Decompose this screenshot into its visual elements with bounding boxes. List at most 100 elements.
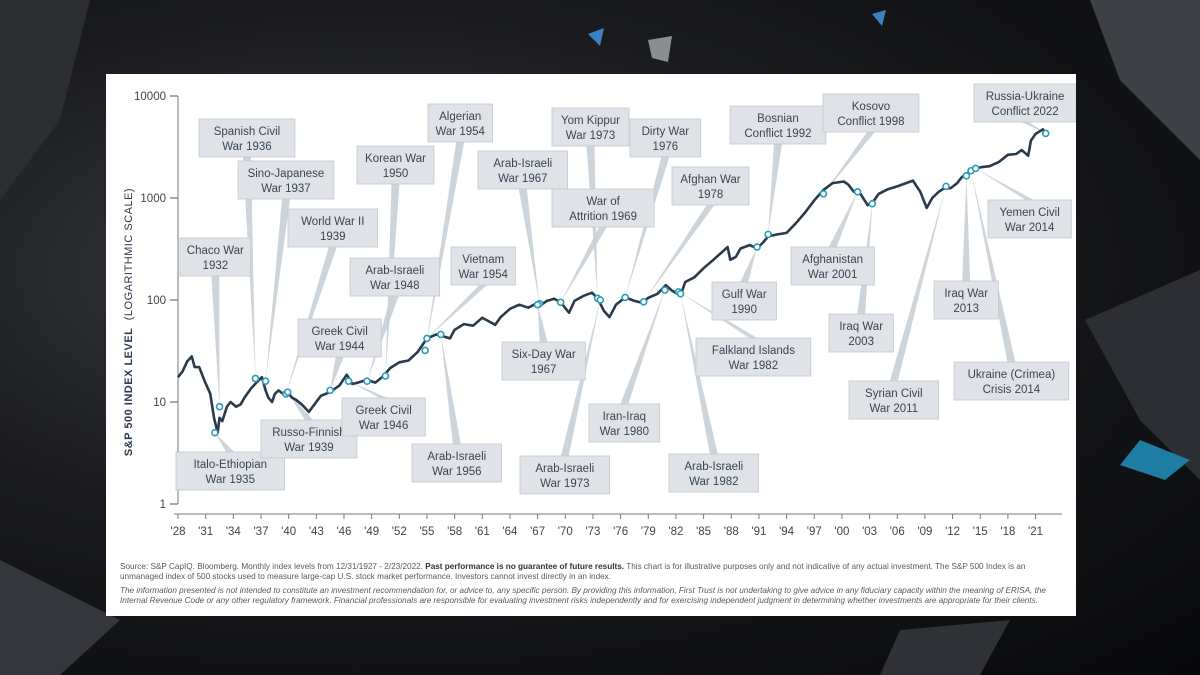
annotation-text: Six-Day War	[512, 349, 576, 361]
annotation-text: Arab-Israeli	[365, 265, 424, 277]
annotation-text: War 1980	[600, 426, 649, 438]
annotation-text: War 1956	[432, 466, 481, 478]
annotation-leader	[518, 189, 540, 304]
annotation-leader	[620, 290, 665, 404]
x-tick-label: '88	[724, 526, 739, 538]
annotation-text: 2003	[848, 336, 874, 348]
annotation-text: Iran-Iraq	[603, 411, 646, 423]
annotation-leader	[889, 186, 947, 381]
sp500-line-chart: 1 10 100 1000 10000 '28 '31 '34 '37 '40 '43 '46 '49…	[123, 83, 1076, 538]
event-marker	[819, 189, 828, 198]
y-tick-label: 1000	[140, 193, 166, 205]
annotation-labels: Chaco War 1932 Spanish Civil War 1936 Sino-J…	[175, 83, 1076, 495]
x-axis-ticks: '28 '31 '34 '37 '40 '43 '46 '49 '52 '55 '58 '61 '64 '…	[171, 526, 1044, 538]
x-tick-label: '58	[447, 526, 462, 538]
event-marker	[261, 377, 270, 385]
annotation-box	[450, 246, 516, 286]
annotation-leader	[625, 157, 670, 298]
y-axis-label: S&P 500 INDEX LEVEL (LOGARITHMIC SCALE)	[123, 188, 135, 456]
source-text: Source: S&P CapIQ. Bloomberg. Monthly in…	[120, 562, 426, 571]
bg-shard	[1085, 270, 1200, 480]
annotation-text: War 2011	[870, 403, 919, 415]
x-tick-label: '06	[890, 526, 905, 538]
bg-shard	[872, 10, 886, 26]
x-tick-label: '03	[862, 526, 877, 538]
annotation-text: War 1973	[540, 478, 589, 490]
x-tick-label: '43	[309, 526, 324, 538]
annotation-box	[933, 280, 999, 320]
x-tick-label: '37	[253, 526, 268, 538]
source-bold-text: Past performance is no guarantee of futu…	[425, 562, 625, 571]
annotation-text: War 1935	[206, 474, 255, 486]
annotation-leader	[680, 293, 718, 454]
event-marker	[962, 172, 971, 180]
x-tick-label: '91	[751, 526, 766, 538]
annotation-text: War 1948	[370, 280, 419, 292]
annotation-text: War 1939	[284, 442, 333, 454]
source-note: Source: S&P CapIQ. Bloomberg. Monthly in…	[120, 562, 1065, 606]
source-paragraph: Source: S&P CapIQ. Bloomberg. Monthly in…	[120, 562, 1065, 582]
x-tick-label: '40	[281, 526, 296, 538]
event-marker	[596, 296, 605, 304]
annotation-text: Yemen Civil	[1000, 207, 1060, 219]
annotation-box	[179, 237, 252, 277]
event-marker	[251, 374, 260, 383]
event-marker	[423, 334, 431, 343]
annotation-text: Spanish Civil	[214, 126, 280, 138]
chart-card: 1 10 100 1000 10000 '28 '31 '34 '37 '40 '43 '46 '49…	[106, 74, 1076, 616]
x-tick-label: '94	[779, 526, 795, 538]
annotation-box	[711, 281, 777, 321]
bg-shard	[588, 28, 604, 46]
annotation-box	[411, 443, 502, 483]
annotation-box	[341, 397, 426, 437]
gridlines	[170, 95, 1062, 519]
event-marker	[639, 298, 648, 306]
annotation-box	[629, 118, 702, 158]
annotation-text: War 2001	[808, 269, 857, 281]
event-marker	[661, 286, 669, 294]
annotation-text: War 1967	[498, 173, 547, 185]
annotation-text: 1976	[653, 141, 679, 153]
annotation-leader	[440, 334, 461, 444]
x-tick-label: '82	[668, 526, 683, 538]
annotation-text: Algerian	[439, 111, 481, 123]
annotation-leader	[962, 175, 971, 281]
annotation-box	[828, 313, 894, 353]
x-tick-label: '67	[530, 526, 545, 538]
annotation-text: World War II	[301, 216, 364, 228]
event-marker	[533, 300, 542, 309]
annotation-box	[427, 103, 493, 143]
annotation-box	[668, 453, 759, 493]
x-tick-label: '15	[973, 526, 988, 538]
x-tick-label: '28	[171, 526, 186, 538]
annotation-leader	[678, 291, 758, 338]
x-tick-label: '18	[1000, 526, 1015, 538]
event-marker	[868, 199, 877, 208]
bg-shard	[648, 36, 672, 62]
annotation-text: Falkland Islands	[712, 345, 795, 357]
event-marker	[764, 230, 772, 239]
annotation-text: War 1982	[689, 476, 738, 488]
event-marker	[436, 330, 445, 339]
annotation-text: Russia-Ukraine	[986, 91, 1065, 103]
annotation-box	[822, 93, 920, 133]
bg-shard	[1090, 0, 1200, 160]
x-tick-label: '34	[226, 526, 242, 538]
x-tick-label: '70	[558, 526, 573, 538]
annotation-text: Vietnam	[462, 254, 504, 266]
annotation-text: Conflict 1992	[744, 128, 811, 140]
x-tick-label: '73	[585, 526, 600, 538]
annotation-box	[973, 83, 1076, 123]
bg-shard	[0, 560, 120, 675]
annotation-text: Bosnian	[757, 113, 799, 125]
annotation-text: Iraq War	[839, 321, 883, 333]
annotation-text: Crisis 2014	[983, 384, 1041, 396]
annotation-text: Italo-Ethiopian	[193, 459, 267, 471]
x-tick-label: '79	[641, 526, 656, 538]
annotation-text: 1967	[531, 364, 557, 376]
annotation-box	[790, 246, 875, 286]
annotation-box	[519, 455, 610, 495]
x-tick-label: '61	[475, 526, 490, 538]
annotation-leader	[214, 432, 235, 452]
